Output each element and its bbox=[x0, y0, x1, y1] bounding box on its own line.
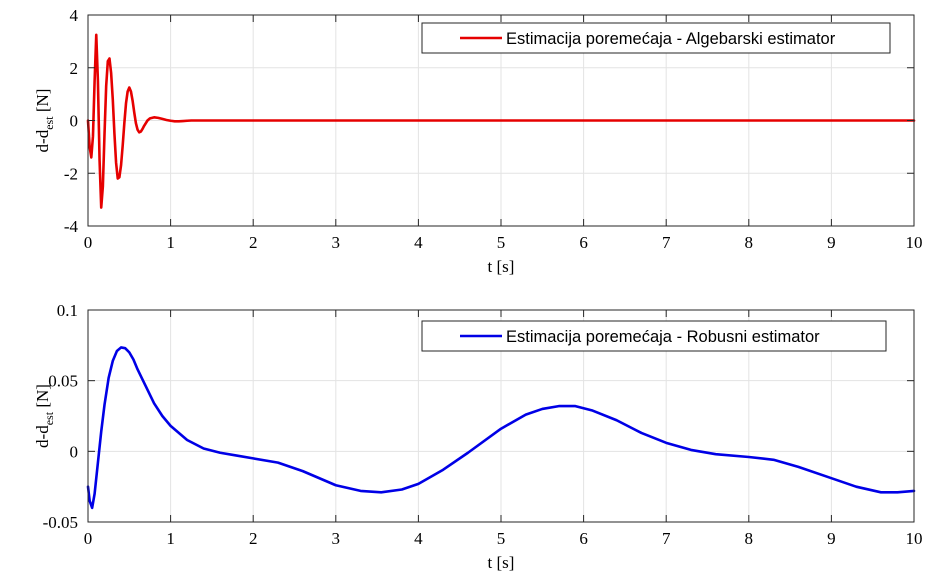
x-tick-label: 5 bbox=[497, 233, 506, 252]
x-tick-label: 6 bbox=[579, 233, 588, 252]
chart-panel-2: 0 1 2 3 4 5 6 7 8 9 10 -0.05 0 0.05 0.1 t [s] d-dest [N]… bbox=[33, 301, 923, 572]
x-axis-label: t [s] bbox=[488, 257, 515, 276]
legend-entry-label: Estimacija poremećaja - Robusni estimato… bbox=[506, 328, 820, 346]
x-tick-label: 6 bbox=[579, 529, 588, 548]
chart-panel-1: 0 1 2 3 4 5 6 7 8 9 10 -4 -2 0 2 4 t [s] d-dest [N] Estima… bbox=[33, 6, 923, 276]
x-tick-label: 10 bbox=[906, 529, 923, 548]
legend-entry-label: Estimacija poremećaja - Algebarski estim… bbox=[506, 30, 836, 48]
y-tick-label: 0 bbox=[70, 112, 79, 131]
x-tick-label: 4 bbox=[414, 233, 423, 252]
x-tick-label: 7 bbox=[662, 233, 671, 252]
y-tick-label: -2 bbox=[64, 164, 78, 183]
x-tick-label: 0 bbox=[84, 233, 93, 252]
x-tick-label: 2 bbox=[249, 233, 258, 252]
y-tick-label: 2 bbox=[70, 59, 79, 78]
x-tick-label: 4 bbox=[414, 529, 423, 548]
x-tick-label: 1 bbox=[166, 529, 175, 548]
x-tick-label: 3 bbox=[332, 529, 341, 548]
x-tick-label: 10 bbox=[906, 233, 923, 252]
x-tick-label: 2 bbox=[249, 529, 258, 548]
x-tick-label: 1 bbox=[166, 233, 175, 252]
x-tick-label: 3 bbox=[332, 233, 341, 252]
x-tick-label: 8 bbox=[745, 529, 754, 548]
y-axis-label: d-dest [N] bbox=[33, 384, 56, 448]
legend: Estimacija poremećaja - Algebarski estim… bbox=[421, 22, 891, 54]
y-tick-label: 0 bbox=[70, 442, 79, 461]
x-tick-label: 9 bbox=[827, 233, 836, 252]
x-tick-label: 9 bbox=[827, 529, 836, 548]
x-tick-label: 5 bbox=[497, 529, 506, 548]
y-axis-label: d-dest [N] bbox=[33, 89, 56, 153]
series-line-1 bbox=[86, 346, 916, 510]
x-tick-label: 0 bbox=[84, 529, 93, 548]
x-axis-label: t [s] bbox=[488, 553, 515, 572]
y-tick-label: -0.05 bbox=[43, 513, 78, 532]
y-tick-label: 0.05 bbox=[48, 372, 78, 391]
y-tick-label: 0.1 bbox=[57, 301, 78, 320]
y-tick-label: 4 bbox=[70, 6, 79, 25]
legend: Estimacija poremećaja - Robusni estimato… bbox=[421, 320, 887, 352]
x-tick-label: 8 bbox=[745, 233, 754, 252]
y-tick-label: -4 bbox=[64, 217, 79, 236]
x-tick-label: 7 bbox=[662, 529, 671, 548]
series-line-1 bbox=[86, 33, 916, 209]
